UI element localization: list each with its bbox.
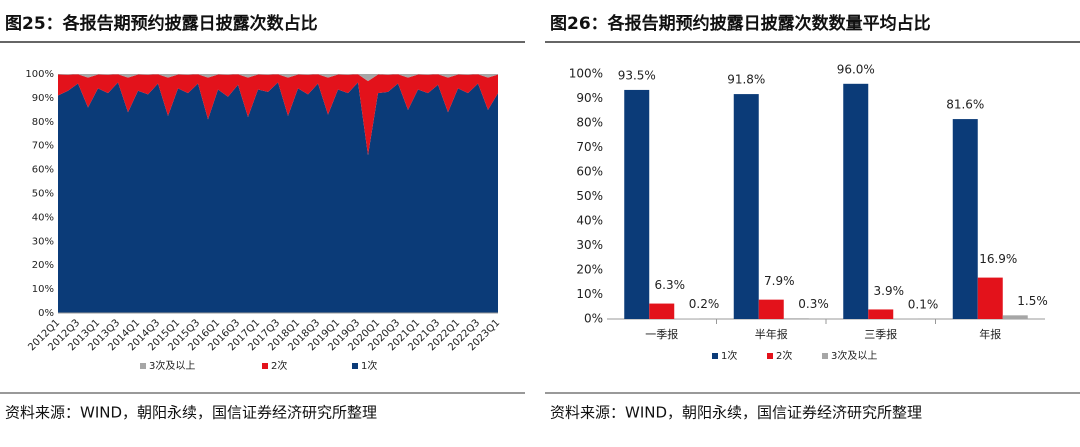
y-tick-label: 10% (576, 287, 603, 301)
legend-label: 1次 (361, 359, 377, 372)
area (58, 74, 498, 82)
y-tick-label: 40% (576, 214, 603, 228)
y-tick-label: 20% (576, 263, 603, 277)
y-tick-label: 0% (38, 308, 54, 319)
bar (624, 89, 650, 319)
y-tick-label: 50% (576, 189, 603, 203)
data-label: 1.5% (1017, 294, 1048, 308)
data-label: 3.9% (874, 284, 905, 298)
x-tick-label: 一季报 (645, 327, 678, 341)
legend-label: 3次及以上 (831, 349, 877, 362)
x-tick-label: 半年报 (755, 327, 788, 341)
legend-swatch (140, 363, 146, 369)
bar (977, 277, 1003, 319)
source: 资料来源：WIND，朝阳永续，国信证券经济研究所整理 (5, 404, 377, 422)
data-label: 0.1% (908, 297, 939, 311)
y-tick-label: 70% (576, 140, 603, 154)
legend-label: 2次 (776, 349, 792, 362)
bar (952, 119, 978, 319)
legend-swatch (262, 363, 268, 369)
data-label: 93.5% (618, 68, 656, 82)
legend-swatch (712, 353, 718, 359)
chart-title: 图25：各报告期预约披露日披露次数占比 (5, 13, 318, 34)
y-tick-label: 80% (576, 116, 603, 130)
y-tick-label: 80% (32, 117, 54, 128)
y-tick-label: 50% (32, 189, 54, 200)
legend-label: 2次 (271, 359, 287, 372)
data-label: 16.9% (979, 252, 1017, 266)
data-label: 6.3% (655, 278, 686, 292)
area (58, 82, 498, 314)
source: 资料来源：WIND，朝阳永续，国信证券经济研究所整理 (550, 404, 922, 422)
legend-label: 3次及以上 (149, 359, 195, 372)
bar (649, 303, 675, 319)
bar (733, 94, 759, 319)
y-tick-label: 30% (576, 238, 603, 252)
y-tick-label: 90% (576, 91, 603, 105)
data-label: 0.2% (689, 297, 720, 311)
data-label: 0.3% (798, 297, 829, 311)
data-label: 81.6% (946, 98, 984, 112)
y-tick-label: 0% (584, 312, 603, 326)
legend-swatch (767, 353, 773, 359)
bar (1002, 315, 1028, 319)
data-label: 7.9% (764, 274, 795, 288)
x-tick-label: 年报 (979, 327, 1001, 341)
legend-swatch (822, 353, 828, 359)
legend-swatch (352, 363, 358, 369)
bar (843, 83, 869, 319)
x-tick-label: 三季报 (864, 327, 897, 341)
y-tick-label: 60% (576, 165, 603, 179)
y-tick-label: 90% (32, 93, 54, 104)
y-tick-label: 30% (32, 236, 54, 247)
bar (783, 318, 809, 319)
y-tick-label: 10% (32, 284, 54, 295)
chart-title: 图26：各报告期预约披露日披露次数数量平均占比 (550, 13, 931, 34)
legend-label: 1次 (721, 349, 737, 362)
bar (868, 309, 894, 319)
area (58, 74, 498, 156)
y-tick-label: 40% (32, 212, 54, 223)
y-tick-label: 70% (32, 141, 54, 152)
bar (758, 299, 784, 319)
y-tick-label: 20% (32, 260, 54, 271)
y-tick-label: 100% (25, 69, 54, 80)
y-tick-label: 60% (32, 165, 54, 176)
y-tick-label: 100% (569, 67, 603, 81)
data-label: 91.8% (727, 73, 765, 87)
data-label: 96.0% (837, 62, 875, 76)
